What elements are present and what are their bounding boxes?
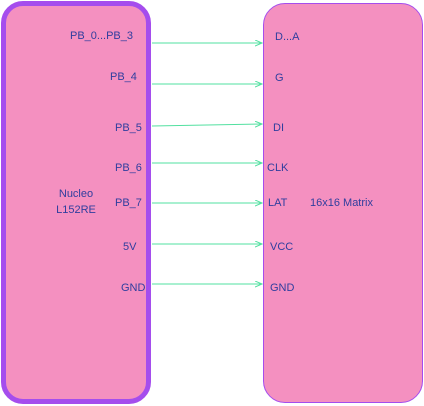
pin-label-pb7: PB_7 <box>115 197 142 209</box>
wire-pb5 <box>151 124 262 126</box>
nucleo-board-block <box>1 1 151 404</box>
pin-label-pb5: PB_5 <box>115 122 142 134</box>
pin-label-clk: CLK <box>267 162 289 174</box>
nucleo-label-line2: L152RE <box>56 204 96 216</box>
pin-label-d-a: D...A <box>275 31 300 43</box>
pin-label-lat: LAT <box>268 197 288 209</box>
pin-label-gnd-left: GND <box>121 282 146 294</box>
pin-label-di: DI <box>273 122 284 134</box>
pin-label-5v: 5V <box>123 241 137 253</box>
pin-label-gnd-right: GND <box>270 282 295 294</box>
pin-label-pb0-pb3: PB_0...PB_3 <box>70 30 133 42</box>
nucleo-label-line1: Nucleo <box>58 188 94 200</box>
pin-label-pb4: PB_4 <box>110 71 137 83</box>
pin-label-g: G <box>275 72 284 84</box>
led-matrix-block <box>263 3 423 403</box>
pin-label-vcc: VCC <box>270 241 294 253</box>
pin-label-pb6: PB_6 <box>115 162 142 174</box>
matrix-label: 16x16 Matrix <box>310 197 373 209</box>
